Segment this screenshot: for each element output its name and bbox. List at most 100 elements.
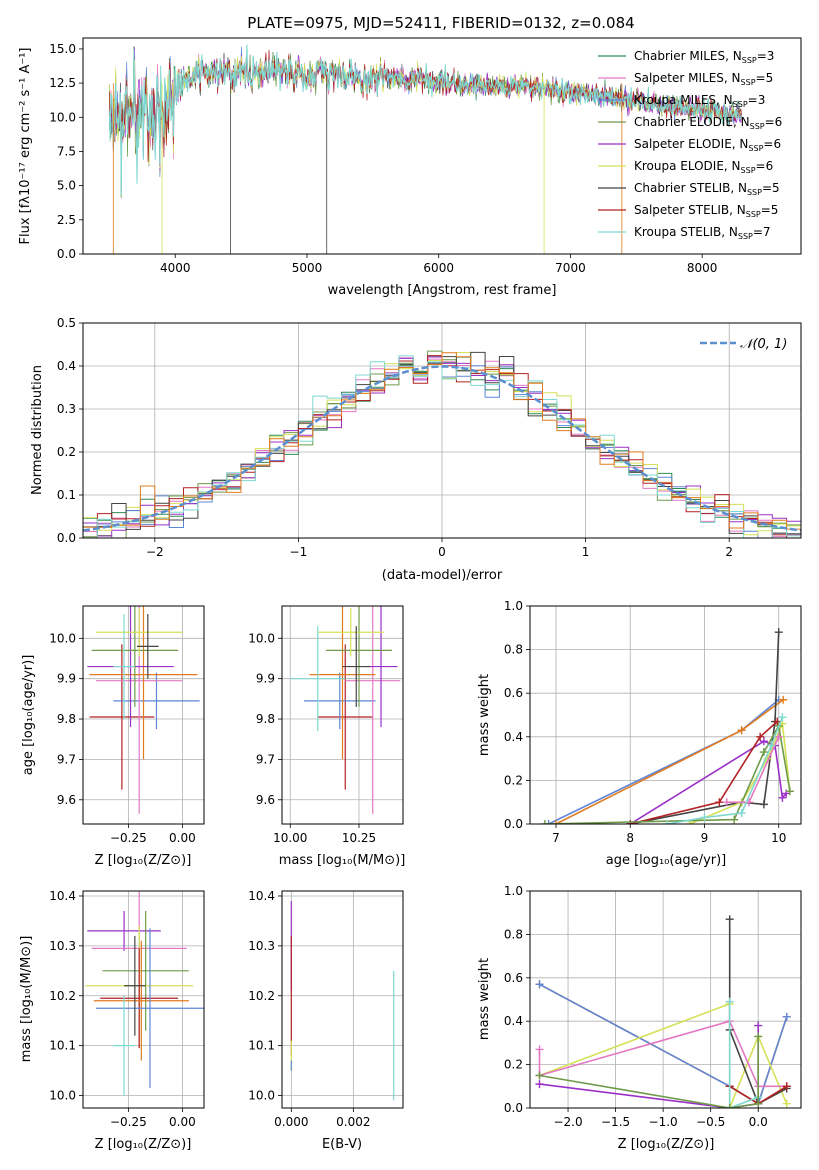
- legend-entry: Salpeter ELODIE, NSSP=6: [634, 137, 781, 153]
- spectrum-series-line: [108, 46, 743, 178]
- y-tick-label: 2.5: [57, 213, 76, 227]
- legend-entry: Kroupa MILES, NSSP=3: [634, 93, 765, 109]
- residual-ylabel: Normed distribution: [30, 365, 45, 495]
- weight-z-xlabel: Z [log₁₀(Z/Z⊙)]: [618, 1137, 715, 1152]
- legend-entry-label: Chabrier MILES, N: [634, 49, 742, 63]
- age-vs-metallicity-panel: −0.25 0.00 9.6 9.7 9.8 9.9 10.0 Z [log₁₀(Z/Z⊙)…: [21, 605, 205, 868]
- mass-weight-marker: [540, 820, 549, 824]
- y-tick-label: 0.2: [504, 773, 523, 787]
- x-tick-label: 4000: [160, 261, 191, 275]
- x-tick-label: 8000: [687, 261, 718, 275]
- plot-marks: [290, 900, 395, 1101]
- y-tick-label: 10.0: [49, 1089, 76, 1103]
- x-tick-label: 8: [626, 831, 634, 845]
- x-tick-label: 10: [771, 831, 786, 845]
- legend-entry-label: Chabrier ELODIE, N: [634, 115, 750, 129]
- legend-entry-sub: SSP: [748, 144, 763, 153]
- y-tick-label: 9.8: [256, 712, 275, 726]
- mass-weight-line: [728, 1001, 759, 1108]
- mass-weight-line: [539, 1002, 788, 1108]
- x-tick-label: 9: [701, 831, 709, 845]
- y-tick-label: 10.4: [248, 889, 275, 903]
- mass-weight-marker: [737, 726, 746, 735]
- legend-entry-label: Chabrier STELIB, N: [634, 181, 747, 195]
- age-z-xlabel: Z [log₁₀(Z/Z⊙)]: [95, 853, 192, 868]
- legend-entry-sub: SSP: [733, 100, 748, 109]
- x-tick-label: 0.000: [274, 1115, 308, 1129]
- mass-ebv-xlabel: E(B-V): [322, 1137, 362, 1152]
- plot-marks: [535, 915, 791, 1108]
- spectrum-series-line: [108, 44, 743, 196]
- legend-entry-sub: SSP: [738, 232, 753, 241]
- x-tick-label: −1.5: [601, 1115, 630, 1129]
- x-tick-label: 2: [725, 545, 733, 559]
- y-tick-label: 0.0: [57, 531, 76, 545]
- y-tick-label: 0.0: [504, 1101, 523, 1115]
- y-tick-label: 10.1: [248, 1039, 275, 1053]
- legend-entry-sub: SSP: [741, 166, 756, 175]
- y-tick-label: 0.4: [504, 730, 523, 744]
- legend-entry-nssp: =5: [756, 71, 774, 85]
- mass-weight-marker: [535, 1071, 544, 1080]
- x-tick-label: −1: [290, 545, 308, 559]
- legend-entry-label: Salpeter MILES, N: [634, 71, 741, 85]
- y-tick-label: 9.7: [256, 752, 275, 766]
- mass-weight-line: [539, 1036, 759, 1108]
- x-tick-label: 0.00: [169, 1115, 196, 1129]
- y-tick-label: 10.4: [49, 889, 76, 903]
- y-tick-label: 9.9: [256, 672, 275, 686]
- legend-entry: Kroupa ELODIE, NSSP=6: [634, 159, 773, 175]
- mass-weight-marker: [785, 787, 794, 796]
- legend-entry-nssp: =7: [753, 225, 771, 239]
- x-tick-label: 10.00: [273, 831, 307, 845]
- spectrum-panel: 4000 5000 6000 7000 8000 0.0 2.5 5.0 7.5 10.0 12.5…: [18, 37, 802, 298]
- y-tick-label: 9.6: [57, 793, 76, 807]
- mass-weight-marker: [551, 820, 560, 824]
- residual-legend: 𝒩(0, 1): [700, 337, 787, 352]
- y-tick-label: 5.0: [57, 179, 76, 193]
- mass-weight-marker: [725, 1104, 734, 1108]
- legend-entry: Chabrier MILES, NSSP=3: [634, 49, 774, 65]
- mass-weight-marker: [779, 695, 788, 704]
- x-tick-label: −1.0: [649, 1115, 678, 1129]
- y-tick-label: 15.0: [49, 42, 76, 56]
- y-tick-label: 10.0: [248, 1089, 275, 1103]
- mass-weight-marker: [782, 1012, 791, 1021]
- spectrum-ylabel: Flux [fλ10⁻¹⁷ erg cm⁻² s⁻¹ A⁻¹]: [18, 48, 33, 245]
- x-tick-label: −0.5: [696, 1115, 725, 1129]
- y-tick-label: 1.0: [504, 884, 523, 898]
- mass-weight-marker: [782, 1099, 791, 1108]
- mass-weight-marker: [663, 820, 672, 824]
- mass-z-xlabel: Z [log₁₀(Z/Z⊙)]: [95, 1137, 192, 1152]
- x-tick-label: 6000: [423, 261, 454, 275]
- y-tick-label: 0.0: [57, 247, 76, 261]
- mass-weight-marker: [759, 748, 768, 757]
- legend-entry-sub: SSP: [746, 210, 761, 219]
- mass-weight-marker: [725, 997, 734, 1006]
- weight-vs-metallicity-panel: −2.0 −1.5 −1.0 −0.5 0.0 0.0 0.2 0.4 0.6 0.8 1.0 Z …: [477, 884, 802, 1152]
- y-tick-label: 0.2: [57, 445, 76, 459]
- legend-entry-sub: SSP: [747, 188, 762, 197]
- legend-entry-sub: SSP: [741, 78, 756, 87]
- age-mass-xlabel: mass [log₁₀(M/M⊙)]: [279, 853, 406, 868]
- residual-histogram: [83, 352, 801, 530]
- y-tick-label: 10.1: [49, 1039, 76, 1053]
- legend-entry: Salpeter MILES, NSSP=5: [634, 71, 773, 87]
- mass-weight-marker: [722, 798, 731, 807]
- y-tick-label: 0.3: [57, 402, 76, 416]
- normal-curve: [83, 365, 801, 532]
- plot-marks: [83, 350, 801, 538]
- legend-entry-sub: SSP: [742, 56, 757, 65]
- spectrum-xlabel: wavelength [Angstrom, rest frame]: [328, 283, 557, 298]
- y-tick-label: 7.5: [57, 144, 76, 158]
- mass-weight-marker: [778, 713, 787, 722]
- figure-title: PLATE=0975, MJD=52411, FIBERID=0132, z=0…: [247, 14, 634, 32]
- y-tick-label: 12.5: [49, 76, 76, 90]
- legend-entry-label: Kroupa MILES, N: [634, 93, 733, 107]
- mass-weight-line: [728, 919, 788, 1105]
- legend-entry-label: Kroupa STELIB, N: [634, 225, 738, 239]
- y-tick-label: 10.3: [49, 939, 76, 953]
- y-tick-label: 0.2: [504, 1058, 523, 1072]
- y-tick-label: 9.6: [256, 793, 275, 807]
